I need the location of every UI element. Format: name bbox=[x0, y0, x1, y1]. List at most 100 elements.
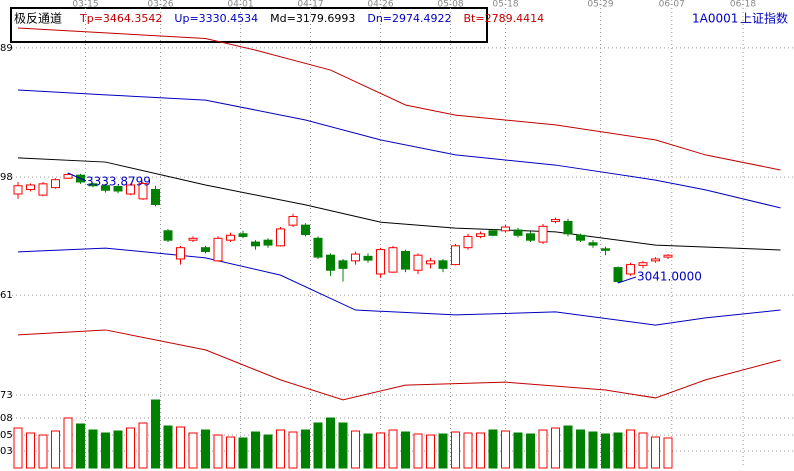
y-tick-label: 73 bbox=[0, 390, 13, 401]
legend-entry: Tp=3464.3542 bbox=[79, 12, 162, 25]
candle-body bbox=[588, 242, 598, 246]
candle-body bbox=[26, 184, 35, 190]
volume-bar bbox=[451, 431, 460, 469]
annotation: 3333.8799 bbox=[86, 174, 151, 188]
volume-bar bbox=[326, 417, 335, 469]
candle-body bbox=[526, 233, 535, 241]
volume-bar bbox=[238, 437, 248, 469]
candle-body bbox=[226, 234, 235, 241]
x-tick-label: 04-17 bbox=[297, 0, 323, 10]
volume-bar bbox=[176, 426, 185, 469]
x-tick-label: 03-15 bbox=[72, 0, 98, 10]
volume-bar bbox=[563, 425, 573, 469]
candle-body bbox=[176, 247, 185, 260]
candle-body bbox=[38, 183, 48, 196]
volume-bar bbox=[63, 417, 73, 469]
volume-bar bbox=[551, 427, 560, 469]
candle-body bbox=[326, 254, 335, 271]
candle-body bbox=[113, 185, 123, 192]
x-tick-label: 06-07 bbox=[659, 0, 685, 10]
candle-body bbox=[163, 230, 173, 241]
volume-bar bbox=[613, 432, 623, 469]
volume-bar bbox=[626, 429, 635, 469]
candle-body bbox=[651, 258, 660, 262]
volume-bar bbox=[651, 436, 660, 469]
volume-bar bbox=[26, 432, 35, 469]
candle-body bbox=[401, 250, 410, 270]
volume-bar bbox=[501, 430, 510, 469]
candle-body bbox=[213, 237, 223, 262]
candle-body bbox=[13, 185, 23, 195]
volume-bar bbox=[263, 434, 273, 469]
volume-bar bbox=[413, 433, 423, 469]
annotation: 3041.0000 bbox=[637, 269, 702, 283]
volume-bar bbox=[638, 432, 648, 469]
candle-body bbox=[63, 173, 73, 179]
volume-bar bbox=[51, 430, 60, 469]
header-box bbox=[10, 7, 488, 43]
candle-body bbox=[388, 247, 398, 273]
code: 1A0001 bbox=[692, 12, 738, 26]
volume-bar bbox=[188, 432, 198, 469]
y-tick-label: 89 bbox=[0, 43, 13, 54]
volume-bar bbox=[226, 436, 235, 469]
candle-body bbox=[151, 188, 160, 206]
legend-entry: Md=3179.6993 bbox=[270, 12, 355, 25]
volume-bar bbox=[426, 434, 435, 469]
candle-body bbox=[538, 225, 548, 243]
candle-body bbox=[563, 220, 573, 235]
volume-bar bbox=[476, 432, 485, 469]
volume-bar bbox=[538, 429, 548, 469]
candle-body bbox=[338, 260, 348, 269]
candle-body bbox=[88, 183, 98, 187]
candle-body bbox=[576, 234, 585, 241]
candle-body bbox=[551, 219, 560, 222]
volume-bar bbox=[351, 430, 360, 469]
candle-body bbox=[288, 216, 298, 226]
legend-entry: Bt=2789.4414 bbox=[464, 12, 545, 25]
candle-body bbox=[201, 247, 210, 252]
candle-body bbox=[51, 179, 60, 189]
chart-title: 极反通道 bbox=[14, 12, 62, 26]
candle-body bbox=[413, 254, 423, 271]
candle-body bbox=[663, 254, 673, 258]
volume-bar bbox=[301, 429, 310, 469]
volume-bar bbox=[101, 432, 110, 469]
volume-bar bbox=[513, 432, 523, 469]
volume-bar bbox=[663, 437, 673, 469]
candle-body bbox=[476, 233, 485, 237]
candle-body bbox=[301, 224, 310, 236]
x-tick-label: 04-01 bbox=[227, 0, 253, 10]
channel-line bbox=[17, 247, 781, 326]
candle-body bbox=[488, 230, 498, 236]
candle-body bbox=[138, 182, 148, 200]
channel-line bbox=[17, 89, 781, 209]
volume-bar bbox=[288, 431, 298, 469]
volume-bar bbox=[588, 431, 598, 469]
volume-bar bbox=[113, 430, 123, 469]
channel-line bbox=[17, 157, 781, 251]
candle-body bbox=[626, 264, 635, 275]
y-tick-label: 98 bbox=[0, 172, 13, 183]
candle-body bbox=[126, 184, 135, 195]
x-tick-label: 05-18 bbox=[492, 0, 518, 10]
candle-body bbox=[438, 260, 448, 269]
volume-bar bbox=[76, 423, 85, 469]
legend-entry: Up=3330.4534 bbox=[174, 12, 258, 25]
volume-bar bbox=[213, 434, 223, 469]
volume-bar bbox=[313, 422, 323, 469]
candle-body bbox=[313, 237, 323, 258]
volume-bar bbox=[201, 429, 210, 469]
annotation-line bbox=[67, 172, 87, 182]
volume-bar bbox=[463, 432, 473, 469]
volume-bar bbox=[163, 425, 173, 469]
volume-bar bbox=[88, 429, 98, 469]
x-tick-label: 04-26 bbox=[367, 0, 393, 10]
y-tick-label: 61 bbox=[0, 290, 13, 301]
volume-bar bbox=[276, 429, 285, 469]
volume-bar bbox=[438, 433, 448, 469]
candle-body bbox=[263, 239, 273, 246]
volume-bar bbox=[488, 429, 498, 469]
